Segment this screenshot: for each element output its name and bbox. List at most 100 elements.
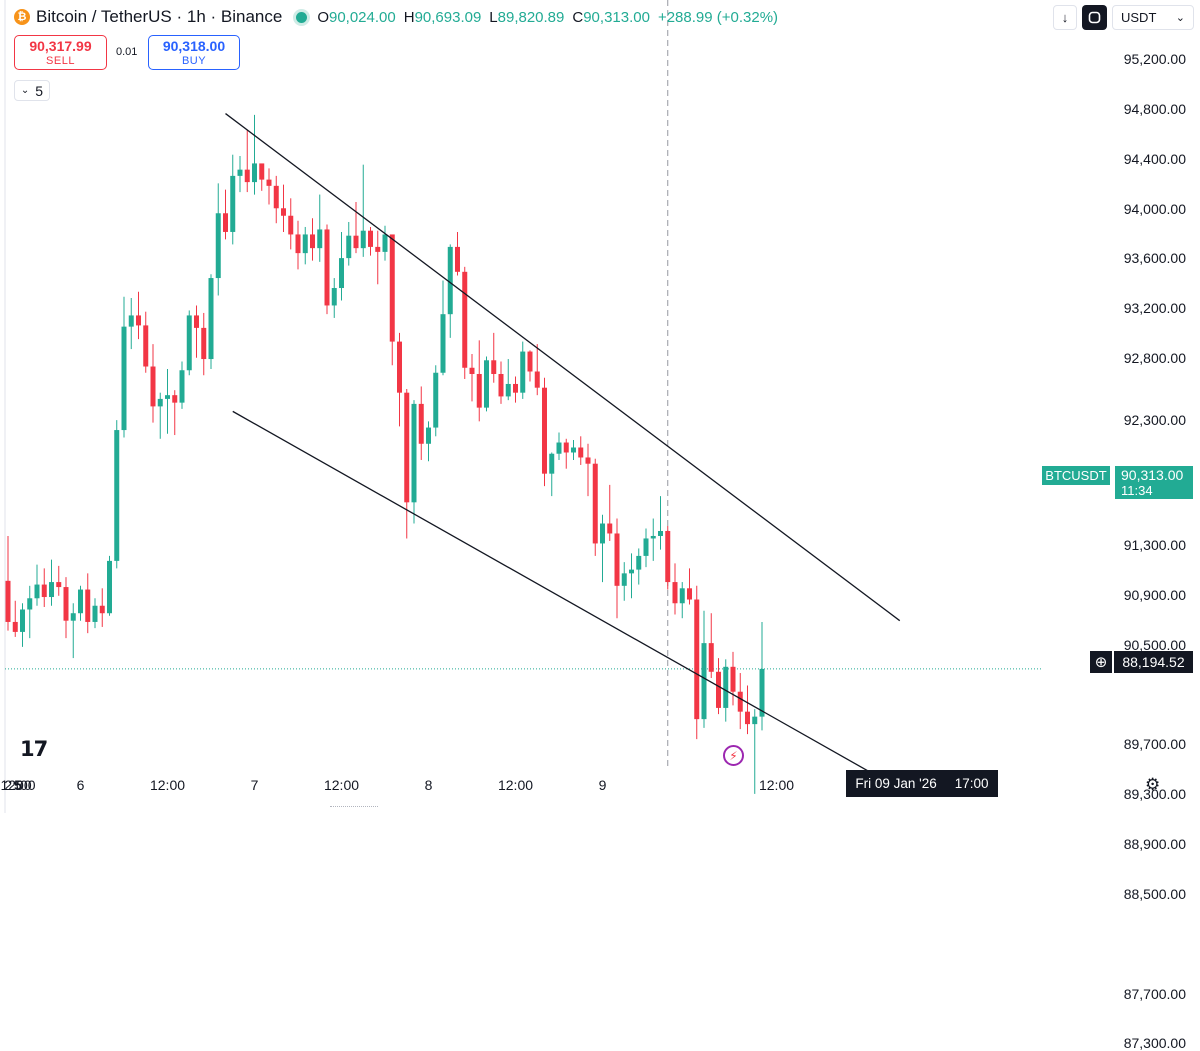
candle-body [99, 605, 105, 614]
time-tick-label: 7 [250, 777, 259, 793]
time-tick-label: 12:00 [0, 777, 36, 793]
candle-body [121, 326, 127, 431]
price-tick-label: 90,500.00 [1123, 636, 1186, 653]
bar-countdown: 11:34 [1121, 483, 1153, 498]
candle-up [331, 278, 337, 318]
candle-body [360, 230, 366, 249]
candle-down [527, 350, 533, 382]
candle-down [259, 163, 265, 191]
chevron-down-icon: ⌄ [1175, 12, 1185, 24]
fullscreen-button[interactable] [1082, 5, 1107, 30]
candle-body [165, 395, 170, 399]
candle-body [157, 398, 163, 407]
candle-down [563, 438, 569, 469]
low-value: 89,820.89 [497, 8, 565, 26]
chevron-down-icon: ⌄ [20, 85, 30, 96]
add-alert-plus-icon[interactable]: ⊕ [1090, 651, 1112, 673]
download-button[interactable]: ↓ [1053, 5, 1077, 30]
candle-body [237, 169, 243, 176]
symbol-badge: BTCUSDT [1042, 466, 1110, 485]
buy-price: 90,318.00 [162, 37, 226, 54]
bitcoin-icon: ₿ [14, 9, 30, 25]
time-tick-label: 9 [598, 777, 607, 793]
price-tick-label: 92,800.00 [1123, 350, 1186, 367]
candle-down [607, 484, 613, 541]
candle-up [317, 194, 323, 262]
sell-label: SELL [46, 54, 75, 67]
candle-body [259, 163, 265, 180]
candle-down [266, 168, 272, 205]
candle-body [476, 373, 482, 408]
candle-body [621, 573, 627, 586]
lower-channel-line[interactable] [232, 410, 901, 790]
candle-down [273, 175, 279, 224]
candle-up [237, 155, 243, 193]
time-tick-label: 12:00 [758, 777, 795, 793]
indicators-toggle-button[interactable]: ⌄ 5 [14, 80, 50, 101]
price-tick-label: 89,700.00 [1123, 736, 1186, 753]
candle-body [614, 533, 620, 586]
candle-up [70, 603, 76, 659]
upper-channel-line[interactable] [225, 113, 901, 622]
candle-up [20, 603, 25, 647]
candle-down [368, 226, 373, 256]
candle-up [78, 585, 83, 621]
candle-up [339, 231, 344, 301]
candle-down [281, 184, 286, 232]
candle-down [85, 573, 91, 634]
candle-body [223, 213, 228, 232]
resize-handle[interactable] [330, 806, 378, 809]
candle-body [556, 442, 562, 454]
candle-down [534, 344, 540, 396]
candle-down [295, 220, 301, 270]
symbol-title[interactable]: Bitcoin / TetherUS · 1h · Binance [36, 7, 283, 26]
candle-up [629, 553, 634, 599]
candle-up [179, 361, 185, 409]
price-tick-label: 94,400.00 [1123, 150, 1186, 167]
candle-body [310, 234, 315, 249]
gear-icon[interactable]: ⚙ [1145, 775, 1161, 794]
candle-up [679, 582, 685, 619]
candle-up [556, 432, 562, 460]
candle-body [600, 523, 605, 544]
candle-up [520, 341, 526, 399]
candle-up [752, 709, 758, 794]
sell-button[interactable]: 90,317.99 SELL [14, 35, 107, 70]
candle-down [150, 344, 156, 423]
change-value: +288.99 (+0.32%) [657, 8, 779, 26]
candle-up [114, 420, 120, 569]
candle-down [324, 224, 330, 315]
ohlc-readout: O90,024.00 H90,693.09 L89,820.89 C90,313… [317, 9, 780, 26]
time-tick-label: 12:00 [323, 777, 360, 793]
candle-body [527, 351, 533, 372]
candle-down [665, 526, 671, 590]
candle-down [513, 376, 518, 403]
candle-up [49, 559, 54, 606]
price-chart[interactable] [0, 0, 1200, 813]
currency-select[interactable]: USDT ⌄ [1112, 5, 1194, 30]
tradingview-logo-icon[interactable]: 𝟭𝟳 [20, 738, 48, 761]
candle-down [310, 218, 315, 261]
candle-down [12, 600, 18, 637]
candle-up [621, 562, 627, 601]
candle-up [157, 392, 163, 439]
sell-price: 90,317.99 [29, 37, 92, 54]
candle-body [56, 582, 62, 588]
crosshair-date: Fri 09 Jan '26 [855, 776, 937, 791]
candle-body [353, 235, 359, 249]
candle-down [730, 651, 736, 706]
candle-body [745, 711, 750, 725]
candle-down [498, 361, 504, 404]
candle-body [469, 367, 475, 374]
candle-down [585, 443, 591, 497]
buy-button[interactable]: 90,318.00 BUY [148, 35, 240, 70]
price-tick-label: 94,000.00 [1123, 200, 1186, 217]
candle-down [687, 568, 692, 605]
candle-down [223, 189, 228, 240]
candle-body [491, 360, 497, 374]
candle-down [542, 377, 547, 487]
lightning-icon[interactable]: ⚡ [723, 745, 744, 766]
candle-up [128, 297, 134, 350]
candle-down [397, 332, 402, 427]
candle-body [716, 671, 721, 708]
